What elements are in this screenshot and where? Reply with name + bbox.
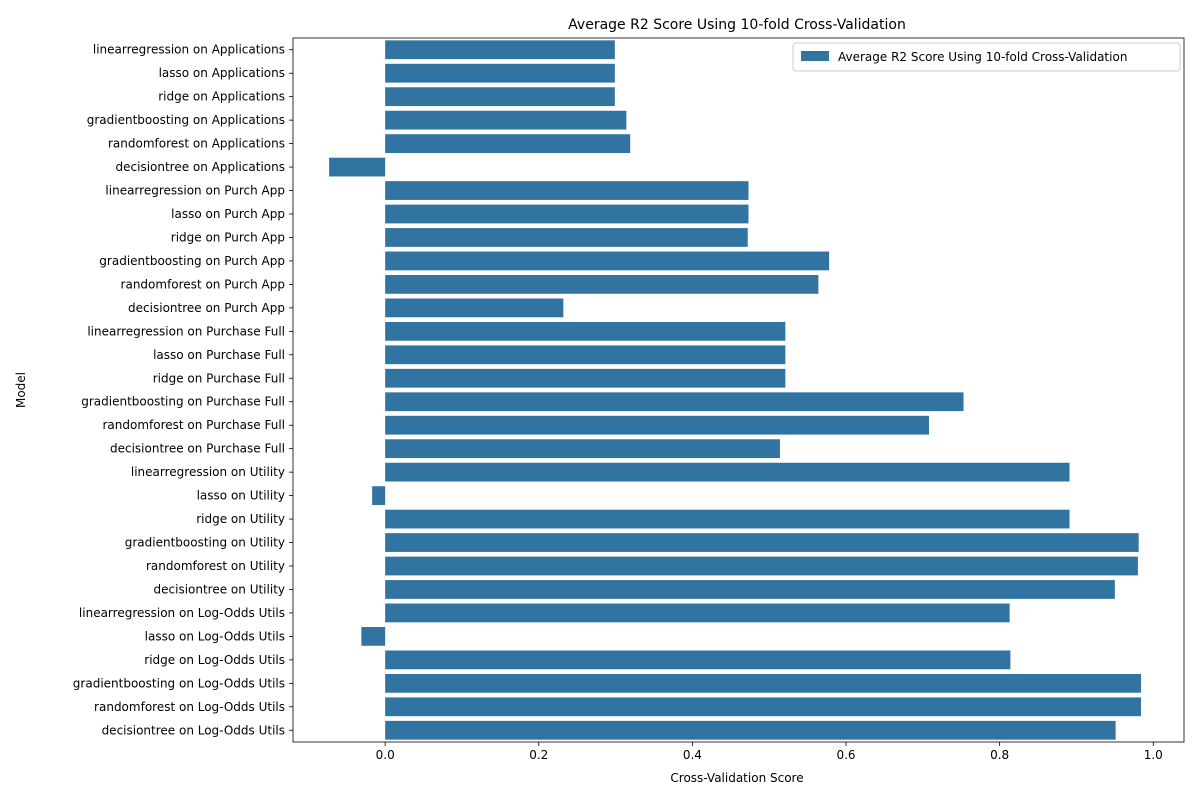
legend-swatch [801,51,829,61]
bar [385,673,1141,693]
x-axis-title: Cross-Validation Score [670,771,803,785]
bar [385,321,786,341]
y-tick-label: decisiontree on Log-Odds Utils [102,723,285,737]
bars-group [329,40,1141,740]
bar [385,603,1010,623]
bar [385,251,830,271]
y-tick-label: gradientboosting on Purch App [99,254,285,268]
x-tick-label: 0.2 [529,748,548,762]
y-tick-label: lasso on Log-Odds Utils [145,629,285,643]
bar [385,181,749,200]
bar [361,627,386,646]
y-tick-label: linearregression on Log-Odds Utils [79,606,285,620]
y-tick-label: ridge on Utility [196,512,285,526]
plot-area-frame [292,37,1185,743]
bar [385,228,748,247]
x-tick-label: 1.0 [1144,748,1163,762]
y-axis-ticks: linearregression on Applications lasso on… [73,43,293,737]
y-tick-label: ridge on Applications [158,90,285,104]
y-axis-title: Model [14,372,28,408]
x-tick-label: 0.6 [836,748,855,762]
y-tick-label: ridge on Purch App [171,230,285,244]
y-tick-label: linearregression on Utility [131,465,285,479]
bar [385,415,929,435]
y-tick-label: lasso on Purchase Full [153,348,285,362]
x-tick-label: 0.4 [683,748,702,762]
y-tick-label: linearregression on Purchase Full [87,324,285,338]
bar [385,462,1070,482]
bar [385,275,819,294]
y-tick-label: lasso on Applications [159,66,285,80]
y-tick-label: gradientboosting on Purchase Full [81,395,285,409]
x-axis-ticks: 0.0 0.2 0.4 0.6 0.8 1.0 [376,742,1163,762]
x-tick-label: 0.8 [990,748,1009,762]
bar [385,63,615,83]
bar [385,134,631,153]
bar [385,533,1139,552]
y-tick-label: decisiontree on Utility [154,582,285,596]
bar [385,368,786,388]
bar [385,439,780,459]
bar [385,392,964,412]
y-tick-label: decisiontree on Purch App [128,301,285,315]
chart-title: Average R2 Score Using 10-fold Cross-Val… [568,17,906,33]
y-tick-label: randomforest on Applications [108,137,285,151]
y-tick-label: decisiontree on Purchase Full [110,442,285,456]
y-tick-label: gradientboosting on Applications [87,113,285,127]
bar [385,556,1138,576]
y-tick-label: randomforest on Log-Odds Utils [94,700,285,714]
y-tick-label: lasso on Utility [197,489,285,503]
bar [385,720,1116,740]
y-tick-label: linearregression on Applications [93,43,285,57]
bar [385,87,615,107]
y-tick-label: lasso on Purch App [171,207,285,221]
y-tick-label: gradientboosting on Utility [125,536,285,550]
legend: Average R2 Score Using 10-fold Cross-Val… [792,42,1181,72]
bar [385,650,1011,670]
bar [385,204,749,224]
bar [385,345,786,365]
legend-label: Average R2 Score Using 10-fold Cross-Val… [838,50,1127,64]
bar [385,697,1141,717]
y-tick-label: linearregression on Purch App [105,184,285,198]
legend-box [792,42,1181,72]
y-tick-label: decisiontree on Applications [116,160,285,174]
y-tick-label: ridge on Log-Odds Utils [144,653,285,667]
bar [385,298,564,318]
y-tick-label: randomforest on Purchase Full [102,418,285,432]
y-tick-label: gradientboosting on Log-Odds Utils [73,676,285,690]
y-tick-label: randomforest on Purch App [121,277,285,291]
bar [329,157,386,177]
bar [385,110,627,130]
bar [385,580,1115,599]
y-tick-label: randomforest on Utility [146,559,285,573]
bar [385,509,1070,529]
bar [372,486,386,505]
y-tick-label: ridge on Purchase Full [153,371,285,385]
x-tick-label: 0.0 [376,748,395,762]
bar [385,40,615,60]
